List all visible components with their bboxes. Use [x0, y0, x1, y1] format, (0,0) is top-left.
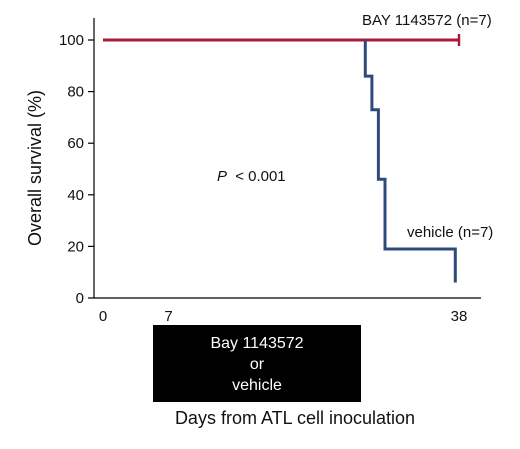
- treatment-line-1: Bay 1143572: [210, 335, 303, 352]
- y-tick-label-100: 100: [59, 32, 84, 49]
- axes: 0 20 40 60 80 100 0 7 38: [59, 18, 481, 325]
- treatment-line-2: or: [250, 356, 265, 373]
- x-tick-label-0: 0: [99, 308, 107, 325]
- y-tick-label-40: 40: [67, 187, 84, 204]
- treatment-box: Bay 1143572 or vehicle: [153, 325, 361, 402]
- x-axis-title: Days from ATL cell inoculation: [175, 408, 415, 428]
- treatment-box-bg: [153, 325, 361, 402]
- p-symbol: P: [217, 168, 227, 185]
- p-value: < 0.001: [235, 168, 285, 185]
- y-tick-label-60: 60: [67, 135, 84, 152]
- y-tick-label-0: 0: [76, 290, 84, 307]
- y-tick-label-80: 80: [67, 84, 84, 101]
- series-label-bay: BAY 1143572 (n=7): [362, 12, 492, 29]
- p-value-annotation: P < 0.001: [217, 168, 286, 185]
- series-label-vehicle: vehicle (n=7): [407, 224, 493, 241]
- y-tick-label-20: 20: [67, 238, 84, 255]
- labels-layer: BAY 1143572 (n=7) vehicle (n=7) P < 0.00…: [25, 12, 493, 428]
- treatment-line-3: vehicle: [232, 377, 282, 394]
- x-tick-label-7: 7: [164, 308, 172, 325]
- series-layer: [103, 34, 461, 283]
- series-line-1: [363, 40, 457, 283]
- y-axis-title: Overall survival (%): [25, 90, 45, 246]
- x-tick-label-38: 38: [451, 308, 468, 325]
